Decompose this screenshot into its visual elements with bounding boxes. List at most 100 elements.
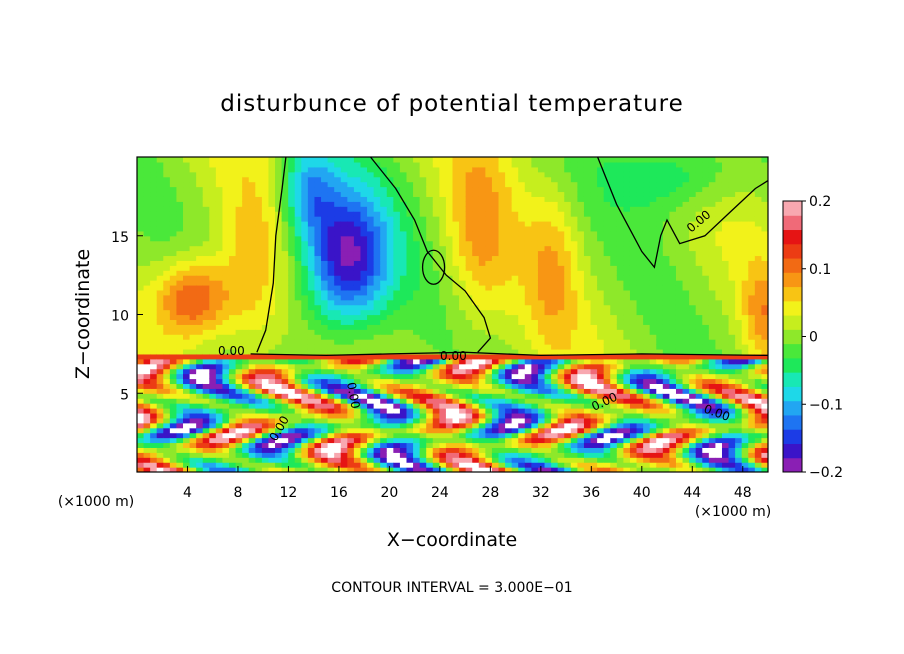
field-cell — [189, 467, 197, 472]
field-cell — [255, 378, 263, 385]
field-cell — [163, 363, 171, 370]
field-cell — [373, 319, 381, 325]
field-cell — [373, 225, 381, 232]
field-cell — [505, 255, 513, 261]
field-cell — [399, 186, 408, 193]
field-cell — [610, 368, 618, 375]
field-cell — [452, 452, 460, 458]
field-cell — [347, 378, 355, 385]
field-cell — [537, 235, 546, 242]
field-cell — [235, 462, 243, 468]
field-cell — [636, 275, 644, 281]
field-cell — [314, 353, 322, 360]
field-cell — [360, 442, 368, 448]
field-cell — [321, 329, 329, 335]
field-cell — [623, 344, 631, 350]
field-cell — [459, 422, 467, 429]
field-cell — [367, 309, 375, 316]
field-cell — [432, 280, 440, 286]
field-cell — [150, 358, 158, 365]
field-cell — [426, 196, 434, 202]
field-cell — [209, 373, 217, 380]
field-cell — [544, 196, 552, 202]
field-cell — [373, 275, 381, 281]
field-cell — [472, 368, 480, 375]
field-cell — [478, 245, 486, 252]
field-cell — [176, 284, 184, 291]
field-cell — [353, 452, 362, 458]
field-cell — [590, 442, 598, 448]
field-cell — [511, 403, 519, 409]
field-cell — [307, 324, 316, 330]
field-cell — [610, 408, 618, 414]
field-cell — [393, 408, 401, 414]
field-cell — [564, 176, 572, 183]
field-cell — [229, 393, 237, 399]
field-cell — [439, 353, 447, 360]
field-cell — [478, 270, 486, 276]
field-cell — [491, 373, 500, 380]
field-cell — [564, 161, 572, 168]
field-cell — [406, 280, 414, 286]
field-cell — [327, 206, 335, 212]
field-cell — [360, 201, 368, 207]
field-cell — [505, 284, 513, 291]
field-cell — [629, 334, 638, 340]
field-cell — [334, 265, 342, 271]
field-cell — [518, 216, 526, 222]
field-cell — [452, 270, 460, 276]
field-cell — [406, 166, 414, 173]
field-cell — [459, 235, 467, 242]
field-cell — [439, 358, 447, 365]
field-cell — [439, 339, 447, 345]
field-cell — [137, 255, 145, 261]
field-cell — [564, 166, 572, 173]
field-cell — [478, 348, 486, 355]
field-cell — [629, 186, 638, 193]
field-cell — [537, 240, 546, 247]
field-cell — [623, 230, 631, 237]
field-cell — [445, 457, 454, 463]
field-cell — [314, 403, 322, 409]
field-cell — [294, 245, 302, 252]
field-cell — [564, 250, 572, 257]
field-cell — [551, 220, 559, 227]
field-cell — [551, 344, 559, 350]
field-cell — [150, 196, 158, 202]
field-cell — [360, 383, 368, 389]
field-cell — [636, 280, 644, 286]
field-cell — [288, 329, 296, 335]
field-cell — [380, 186, 388, 193]
field-cell — [623, 225, 631, 232]
field-cell — [340, 432, 348, 439]
field-cell — [321, 417, 329, 424]
field-cell — [222, 270, 230, 276]
field-cell — [242, 186, 250, 193]
field-cell — [347, 348, 355, 355]
field-cell — [340, 358, 348, 365]
field-cell — [248, 220, 256, 227]
field-cell — [629, 467, 638, 472]
field-cell — [261, 157, 270, 163]
field-cell — [570, 408, 578, 414]
field-cell — [439, 260, 447, 266]
field-cell — [294, 442, 302, 448]
field-cell — [215, 457, 224, 463]
field-cell — [472, 412, 480, 419]
field-cell — [485, 280, 493, 286]
field-cell — [393, 294, 401, 301]
field-cell — [215, 398, 224, 404]
field-cell — [577, 363, 585, 370]
field-cell — [419, 225, 427, 232]
field-cell — [288, 240, 296, 247]
field-cell — [393, 206, 401, 212]
field-cell — [629, 294, 638, 301]
field-cell — [281, 181, 289, 188]
field-cell — [150, 368, 158, 375]
field-cell — [452, 457, 460, 463]
field-cell — [301, 403, 309, 409]
field-cell — [196, 412, 204, 419]
field-cell — [347, 417, 355, 424]
field-cell — [294, 378, 302, 385]
field-cell — [386, 275, 394, 281]
